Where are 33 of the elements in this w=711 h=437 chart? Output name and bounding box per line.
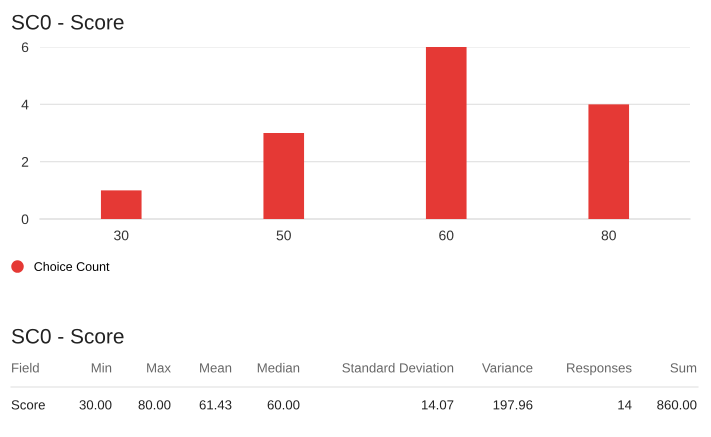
x-tick-label: 50 (276, 230, 291, 240)
text: 860.00 (657, 400, 696, 410)
text: Variance (482, 362, 532, 373)
text: Mean (200, 363, 232, 373)
y-tick-label: 0 (22, 214, 28, 224)
text: 61.43 (200, 400, 232, 410)
x-tick-label: 30 (114, 230, 128, 240)
text: Median (258, 362, 300, 373)
text: 80.00 (138, 400, 170, 410)
text: 60.00 (268, 400, 300, 410)
text: Field (12, 362, 39, 373)
text: Max (147, 363, 171, 373)
bar (100, 190, 142, 219)
text: 197.96 (494, 400, 532, 410)
chart-title: SC0 - Score (12, 14, 124, 30)
text: Score (12, 400, 45, 410)
text: Sum (670, 363, 696, 373)
y-tick-label: 6 (22, 42, 28, 52)
x-tick-label: 60 (439, 230, 454, 240)
text: SC0 - Score (12, 328, 124, 344)
text: 14 (618, 400, 632, 410)
text: 14.07 (422, 400, 454, 410)
legend-label: Choice Count (34, 262, 110, 272)
y-tick-label: 4 (21, 100, 28, 110)
bar (588, 104, 630, 219)
y-tick-label: 2 (22, 157, 28, 167)
text: Responses (567, 363, 632, 376)
text: 30.00 (79, 400, 112, 410)
bar (426, 47, 467, 219)
text: Min (92, 362, 112, 372)
text: Standard Deviation (342, 362, 454, 373)
x-tick-label: 80 (602, 230, 616, 240)
bar (263, 133, 304, 219)
